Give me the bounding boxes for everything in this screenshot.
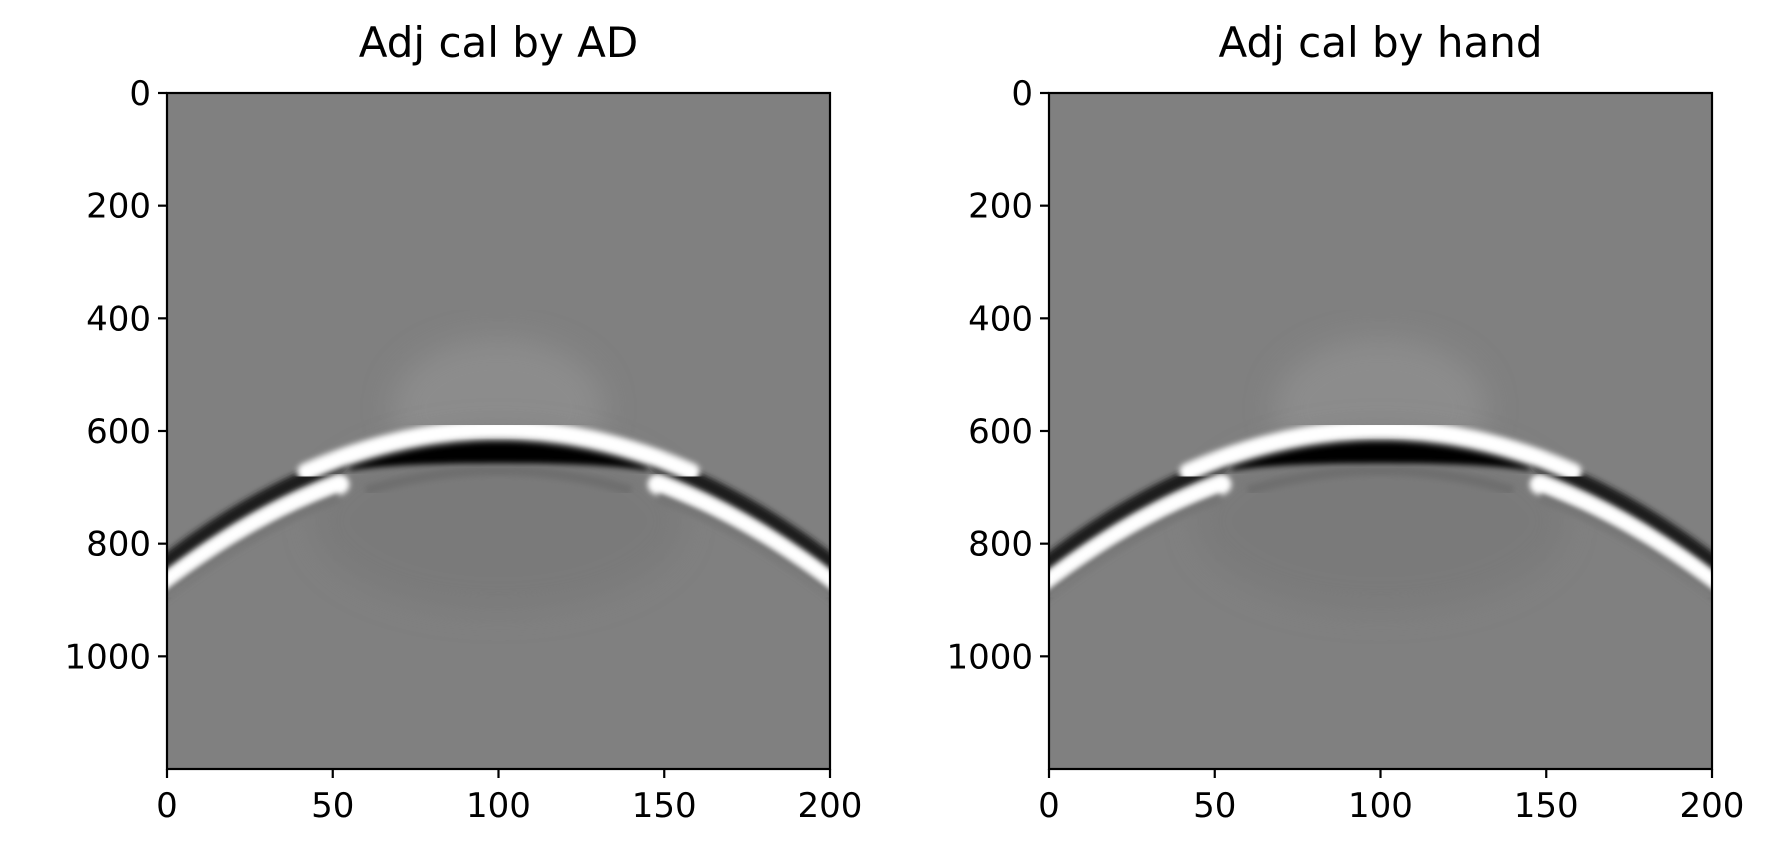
subplot-adj-cal-by-ad: Adj cal by AD 0 50 100 150 200 0 200 400 600 800 1… bbox=[64, 18, 862, 826]
y-tick-label: 800 bbox=[968, 525, 1033, 565]
flank-fringe-left bbox=[1049, 493, 1223, 600]
subplot-title: Adj cal by AD bbox=[359, 18, 638, 67]
y-tick-label: 0 bbox=[129, 74, 151, 114]
flank-fringe-left bbox=[167, 493, 341, 600]
subplot-adj-cal-by-hand: Adj cal by hand 0 50 100 150 200 0 200 400 600 80… bbox=[946, 18, 1744, 826]
flank-fringe-right bbox=[1538, 493, 1712, 600]
flank-white-left bbox=[1049, 474, 1232, 595]
y-tick-label: 600 bbox=[86, 412, 151, 452]
lobe-fringe bbox=[364, 465, 633, 496]
x-tick-label: 50 bbox=[1193, 786, 1236, 826]
flank-white-right bbox=[647, 474, 830, 595]
y-tick-label: 0 bbox=[1011, 74, 1033, 114]
y-tick-label: 1000 bbox=[64, 637, 151, 677]
y-tick-label: 200 bbox=[86, 187, 151, 227]
x-tick-label: 100 bbox=[466, 786, 531, 826]
x-tick-label: 150 bbox=[1514, 786, 1579, 826]
x-tick-label: 200 bbox=[1680, 786, 1745, 826]
y-tick-label: 800 bbox=[86, 525, 151, 565]
x-tick-label: 200 bbox=[798, 786, 863, 826]
white-lobe bbox=[1179, 420, 1582, 481]
black-lobe bbox=[349, 441, 648, 471]
heatmap-image bbox=[167, 93, 830, 769]
y-tick-label: 200 bbox=[968, 187, 1033, 227]
flank-fringe-right bbox=[656, 493, 830, 600]
flank-white-left bbox=[167, 474, 350, 595]
x-tick-label: 50 bbox=[311, 786, 354, 826]
x-tick-label: 0 bbox=[156, 786, 178, 826]
black-lobe bbox=[1231, 441, 1530, 471]
x-tick-label: 0 bbox=[1038, 786, 1060, 826]
subplot-title: Adj cal by hand bbox=[1218, 18, 1542, 67]
y-tick-label: 400 bbox=[86, 299, 151, 339]
y-tick-label: 400 bbox=[968, 299, 1033, 339]
x-tick-label: 100 bbox=[1348, 786, 1413, 826]
y-tick-label: 600 bbox=[968, 412, 1033, 452]
lobe-fringe bbox=[1246, 465, 1515, 496]
x-tick-label: 150 bbox=[632, 786, 697, 826]
y-tick-label: 1000 bbox=[946, 637, 1033, 677]
white-lobe bbox=[297, 420, 700, 481]
flank-white-right bbox=[1529, 474, 1712, 595]
heatmap-image bbox=[1049, 93, 1712, 769]
